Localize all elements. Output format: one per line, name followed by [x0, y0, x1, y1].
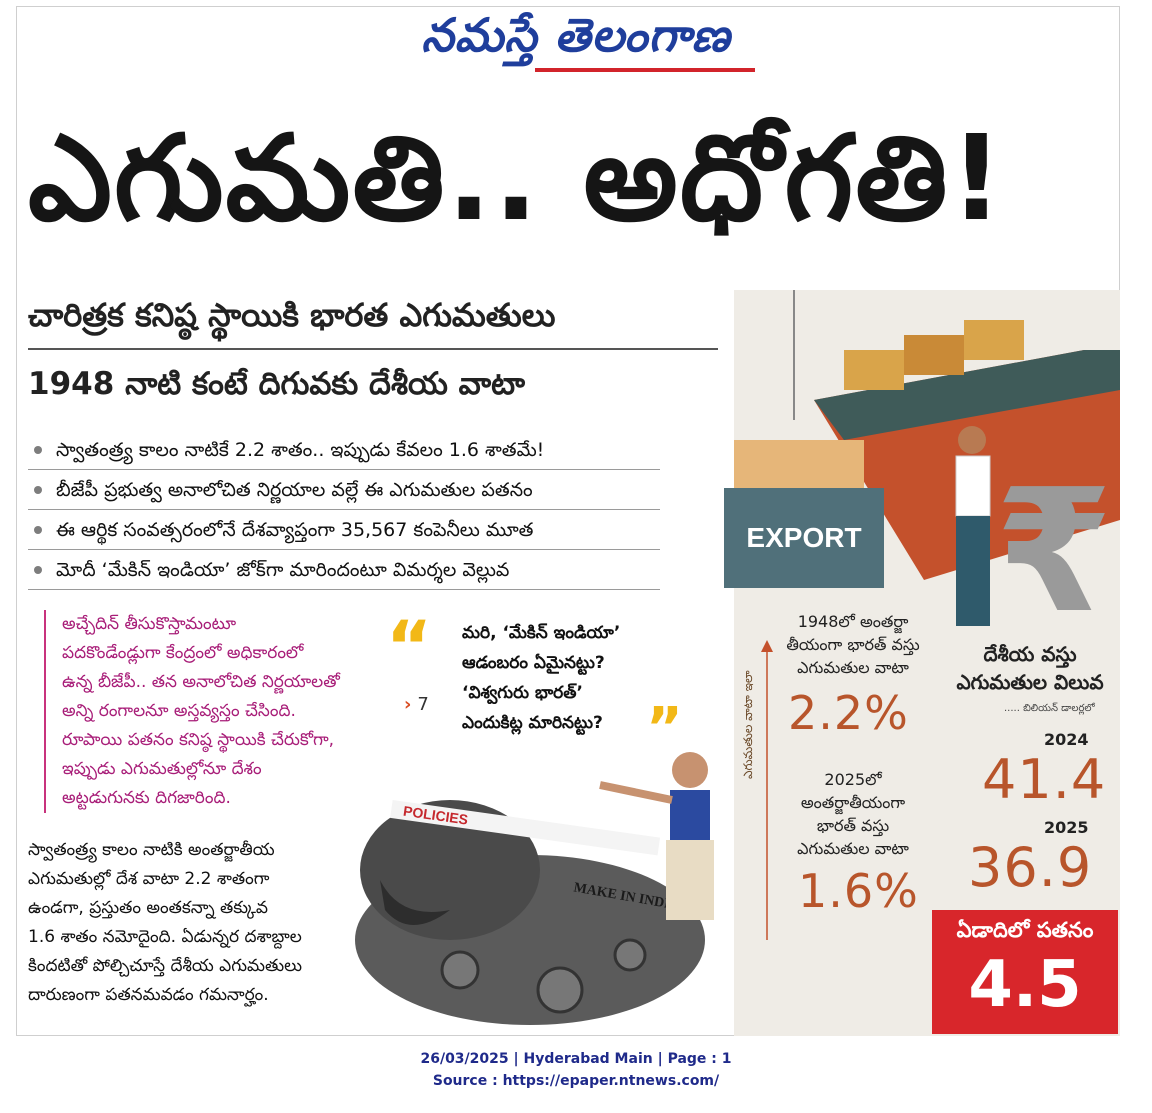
quote-open-icon: “	[386, 606, 433, 688]
quote-line: మరి, ‘మేకిన్ ఇండియా’	[462, 623, 621, 643]
stat-title-line: భారత్ వస్తు	[816, 816, 890, 835]
rider-pointing-arm	[599, 781, 673, 804]
stat-title-line: అంతర్జాతీయంగా	[800, 793, 906, 812]
bullet-dot-icon	[34, 566, 42, 574]
rupee-icon: ₹	[995, 453, 1113, 640]
make-in-india-illustration: POLICIES MAKE IN INDIA	[355, 752, 714, 1025]
bullet-text: ఈ ఆర్థిక సంవత్సరంలోనే దేశవ్యాప్తంగా 35,5…	[56, 519, 534, 541]
footer-edition: 26/03/2025 | Hyderabad Main | Page : 1	[420, 1051, 732, 1067]
bullet-text: స్వాతంత్ర్య కాలం నాటికే 2.2 శాతం.. ఇప్పు…	[56, 439, 545, 461]
bullet-item: ఈ ఆర్థిక సంవత్సరంలోనే దేశవ్యాప్తంగా 35,5…	[28, 510, 660, 550]
headline: ఎగుమతి.. అధోగతి!	[28, 109, 1006, 247]
bullet-text: మోదీ ‘మేకిన్ ఇండియా’ జోక్‌గా మారిందంటూ వ…	[56, 559, 510, 581]
export-value-title: దేశీయ వస్తు ఎగుమతుల విలువ	[944, 640, 1116, 696]
body-line: ఎగుమతుల్లో దేశ వాటా 2.2 శాతంగా	[28, 869, 270, 889]
footer-source: Source : https://epaper.ntnews.com/	[432, 1073, 720, 1089]
body-line: స్వాతంత్ర్య కాలం నాటికి అంతర్జాతీయ	[28, 840, 275, 860]
subhead-primary: చారిత్రక కనిష్ఠ స్థాయికి భారత ఎగుమతులు	[28, 296, 556, 334]
intro-line: అట్టడుగునకు దిగజారింది.	[62, 788, 231, 808]
page-reference-number: 7	[417, 694, 429, 715]
rider-head	[672, 752, 708, 788]
share-1948-title: 1948లో అంతర్జా తీయంగా భారత్ వస్తు ఎగుమతు…	[778, 610, 928, 679]
intro-line: రూపాయి పతనం కనిష్ఠ స్థాయికి చేరుకోగా,	[62, 730, 335, 750]
policies-banner	[390, 800, 661, 856]
intro-line: ఉన్న బీజేపీ.. తన అనాలోచిత నిర్ణయాలతో	[62, 672, 340, 692]
unit-note: ..... బిలియన్ డాలర్లలో	[1004, 703, 1095, 714]
share-2025-value: 1.6%	[798, 864, 919, 918]
bullet-item: స్వాతంత్ర్య కాలం నాటికే 2.2 శాతం.. ఇప్పు…	[28, 430, 660, 470]
share-2025-title: 2025లో అంతర్జాతీయంగా భారత్ వస్తు ఎగుమతుల…	[778, 768, 928, 860]
stat-title-line: దేశీయ వస్తు	[983, 642, 1077, 666]
worker-shirt	[955, 455, 991, 517]
stat-title-line: ఎగుమతుల వాటా	[797, 839, 909, 858]
cargo-container	[844, 350, 904, 390]
divider	[28, 348, 718, 350]
intro-paragraph: అచ్చేదిన్ తీసుకొస్తామంటూ పదకొండేండ్లుగా …	[44, 610, 400, 813]
masthead-underline	[535, 68, 755, 72]
bullet-text: బీజేపీ ప్రభుత్వ అనాలోచిత నిర్ణయాల వల్లే …	[56, 479, 533, 501]
stat-title-line: 1948లో అంతర్జా	[797, 612, 909, 631]
bullet-dot-icon	[34, 526, 42, 534]
share-1948-value: 2.2%	[788, 686, 909, 740]
cargo-container	[904, 335, 964, 375]
annual-drop-box: ఏడాదిలో పతనం 4.5	[932, 910, 1118, 1034]
bullet-list: స్వాతంత్ర్య కాలం నాటికే 2.2 శాతం.. ఇప్పు…	[28, 430, 660, 590]
leopard-head	[360, 800, 540, 940]
body-line: దారుణంగా పతనమవడం గమనార్హం.	[28, 985, 269, 1005]
bullet-dot-icon	[34, 486, 42, 494]
intro-line: ఇప్పుడు ఎగుమతుల్లోనూ దేశం	[62, 759, 262, 779]
export-container	[724, 488, 884, 588]
stat-title-line: 2025లో	[824, 770, 882, 789]
cargo-container	[964, 320, 1024, 360]
gear-icon	[613, 938, 647, 972]
annual-drop-label: ఏడాదిలో పతనం	[956, 918, 1094, 942]
stat-title-line: ఎగుమతుల వాటా	[797, 658, 909, 677]
quote-close-icon: ”	[646, 696, 683, 761]
footer: 26/03/2025 | Hyderabad Main | Page : 1 S…	[0, 1048, 1152, 1092]
leopard-jaw	[380, 880, 450, 925]
gear-icon	[536, 966, 584, 1014]
body-paragraph: స్వాతంత్ర్య కాలం నాటికి అంతర్జాతీయ ఎగుమత…	[28, 836, 348, 1010]
body-line: ఉండగా, ప్రస్తుతం అంతకన్నా తక్కువ	[28, 898, 269, 918]
stat-title-line: ఎగుమతుల విలువ	[956, 670, 1104, 694]
page-reference: › 7	[404, 694, 429, 715]
worker-trousers	[956, 516, 990, 626]
body-line: కిందటితో పోల్చిచూస్తే దేశీయ ఎగుమతులు	[28, 956, 303, 976]
export-label: EXPORT	[746, 522, 861, 553]
up-arrow-icon	[761, 640, 773, 940]
annual-drop-value: 4.5	[968, 948, 1082, 1022]
intro-line: పదకొండేండ్లుగా కేంద్రంలో అధికారంలో	[62, 643, 304, 663]
quote-line: ఆడంబరం ఏమైనట్టు?	[462, 653, 605, 673]
body-line: 1.6 శాతం నమోదైంది. ఏడున్నర దశాబ్దాల	[28, 927, 302, 947]
newspaper-masthead: నమస్తే తెలంగాణ	[0, 8, 1152, 74]
bullet-item: మోదీ ‘మేకిన్ ఇండియా’ జోక్‌గా మారిందంటూ వ…	[28, 550, 660, 590]
rider-vest	[670, 790, 710, 840]
quote-line: ఎందుకిట్ల మారినట్టు?	[462, 713, 603, 733]
ship-deck	[814, 350, 1120, 440]
cargo-box	[734, 440, 864, 490]
quote-text: మరి, ‘మేకిన్ ఇండియా’ ఆడంబరం ఏమైనట్టు? ‘వ…	[462, 618, 620, 738]
bullet-item: బీజేపీ ప్రభుత్వ అనాలోచిత నిర్ణయాల వల్లే …	[28, 470, 660, 510]
subhead-secondary: 1948 నాటి కంటే దిగువకు దేశీయ వాటా	[28, 366, 526, 402]
quote-line: ‘విశ్వగురు భారత్’	[462, 683, 583, 703]
export-ship-illustration: EXPORT ₹	[724, 290, 1120, 640]
worker-head	[958, 426, 986, 454]
chevron-right-icon: ›	[404, 694, 412, 715]
intro-line: అన్ని రంగాలనూ అస్తవ్యస్తం చేసింది.	[62, 701, 296, 721]
stat-title-line: తీయంగా భారత్ వస్తు	[786, 635, 920, 654]
bullet-dot-icon	[34, 446, 42, 454]
value-2024: 41.4	[982, 748, 1107, 811]
value-2025: 36.9	[968, 836, 1093, 899]
rider-kurta	[666, 840, 714, 920]
masthead-title: నమస్తే తెలంగాణ	[421, 8, 731, 62]
year-2024: 2024	[1044, 730, 1089, 749]
intro-line: అచ్చేదిన్ తీసుకొస్తామంటూ	[62, 614, 237, 634]
year-2025: 2025	[1044, 818, 1089, 837]
gear-icon	[440, 950, 480, 990]
